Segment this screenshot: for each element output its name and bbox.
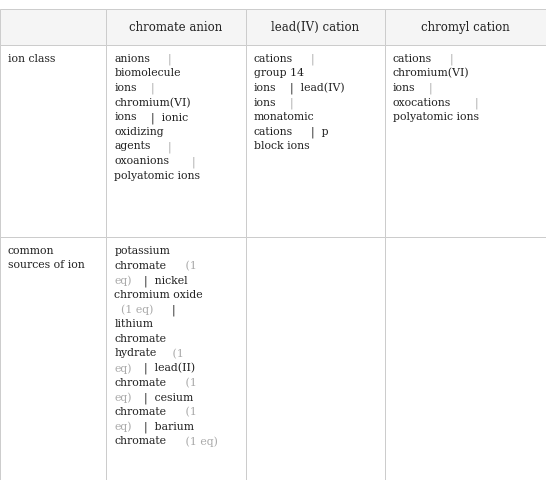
Text: chromate: chromate bbox=[115, 260, 167, 270]
Text: hydrate: hydrate bbox=[115, 348, 157, 358]
Text: |  nickel: | nickel bbox=[137, 275, 188, 286]
Text: group 14: group 14 bbox=[254, 68, 304, 78]
Bar bbox=[246, 10, 385, 46]
Text: |: | bbox=[304, 54, 315, 65]
Text: ions: ions bbox=[254, 97, 276, 108]
Text: (1 eq): (1 eq) bbox=[182, 435, 217, 446]
Bar bbox=[0, 238, 106, 480]
Text: cations: cations bbox=[393, 54, 432, 63]
Text: eq): eq) bbox=[115, 392, 132, 402]
Text: chromate: chromate bbox=[115, 406, 167, 416]
Text: chromate: chromate bbox=[115, 377, 167, 387]
Bar bbox=[246, 46, 385, 238]
Bar bbox=[106, 238, 246, 480]
Text: oxocations: oxocations bbox=[393, 97, 451, 108]
Text: |: | bbox=[443, 54, 454, 65]
Text: |: | bbox=[162, 141, 172, 153]
Text: oxoanions: oxoanions bbox=[115, 156, 169, 166]
Text: block ions: block ions bbox=[254, 141, 310, 151]
Text: potassium: potassium bbox=[115, 246, 170, 255]
Bar bbox=[385, 10, 546, 46]
Text: eq): eq) bbox=[115, 362, 132, 373]
Text: cations: cations bbox=[254, 127, 293, 136]
Text: |: | bbox=[165, 304, 176, 315]
Text: lead(IV) cation: lead(IV) cation bbox=[271, 21, 359, 34]
Text: monatomic: monatomic bbox=[254, 112, 314, 122]
Bar bbox=[0, 10, 106, 46]
Text: (1: (1 bbox=[169, 348, 184, 358]
Text: cations: cations bbox=[254, 54, 293, 63]
Text: |: | bbox=[161, 54, 171, 65]
Text: chromate: chromate bbox=[115, 333, 167, 343]
Text: lithium: lithium bbox=[115, 319, 153, 328]
Text: |  barium: | barium bbox=[137, 420, 194, 432]
Bar bbox=[0, 46, 106, 238]
Text: ions: ions bbox=[254, 83, 276, 93]
Text: |: | bbox=[468, 97, 479, 109]
Text: |  lead(IV): | lead(IV) bbox=[283, 83, 345, 95]
Text: (1: (1 bbox=[182, 406, 197, 417]
Text: |: | bbox=[422, 83, 432, 94]
Text: ions: ions bbox=[115, 112, 137, 122]
Text: (1 eq): (1 eq) bbox=[115, 304, 154, 314]
Text: ions: ions bbox=[115, 83, 137, 93]
Text: chromium oxide: chromium oxide bbox=[115, 289, 203, 300]
Text: ion class: ion class bbox=[8, 54, 55, 63]
Text: |: | bbox=[144, 83, 154, 94]
Text: anions: anions bbox=[115, 54, 150, 63]
Text: (1: (1 bbox=[182, 260, 197, 270]
Bar bbox=[106, 46, 246, 238]
Text: eq): eq) bbox=[115, 275, 132, 285]
Text: (1: (1 bbox=[182, 377, 197, 387]
Text: chromium(VI): chromium(VI) bbox=[115, 97, 191, 108]
Text: |  p: | p bbox=[304, 127, 329, 138]
Bar bbox=[385, 46, 546, 238]
Bar bbox=[106, 10, 246, 46]
Bar bbox=[385, 238, 546, 480]
Text: common
sources of ion: common sources of ion bbox=[8, 246, 85, 270]
Text: chromate anion: chromate anion bbox=[129, 21, 223, 34]
Text: biomolecule: biomolecule bbox=[115, 68, 181, 78]
Text: eq): eq) bbox=[115, 420, 132, 431]
Text: |  lead(II): | lead(II) bbox=[137, 362, 195, 374]
Text: |: | bbox=[186, 156, 196, 167]
Text: oxidizing: oxidizing bbox=[115, 127, 164, 136]
Text: agents: agents bbox=[115, 141, 151, 151]
Text: chromyl cation: chromyl cation bbox=[421, 21, 510, 34]
Text: ions: ions bbox=[393, 83, 416, 93]
Text: |  cesium: | cesium bbox=[137, 392, 193, 403]
Text: polyatomic ions: polyatomic ions bbox=[115, 170, 200, 180]
Text: chromate: chromate bbox=[115, 435, 167, 445]
Bar bbox=[246, 238, 385, 480]
Text: |: | bbox=[283, 97, 293, 109]
Text: |  ionic: | ionic bbox=[144, 112, 188, 123]
Text: polyatomic ions: polyatomic ions bbox=[393, 112, 479, 122]
Text: chromium(VI): chromium(VI) bbox=[393, 68, 470, 78]
